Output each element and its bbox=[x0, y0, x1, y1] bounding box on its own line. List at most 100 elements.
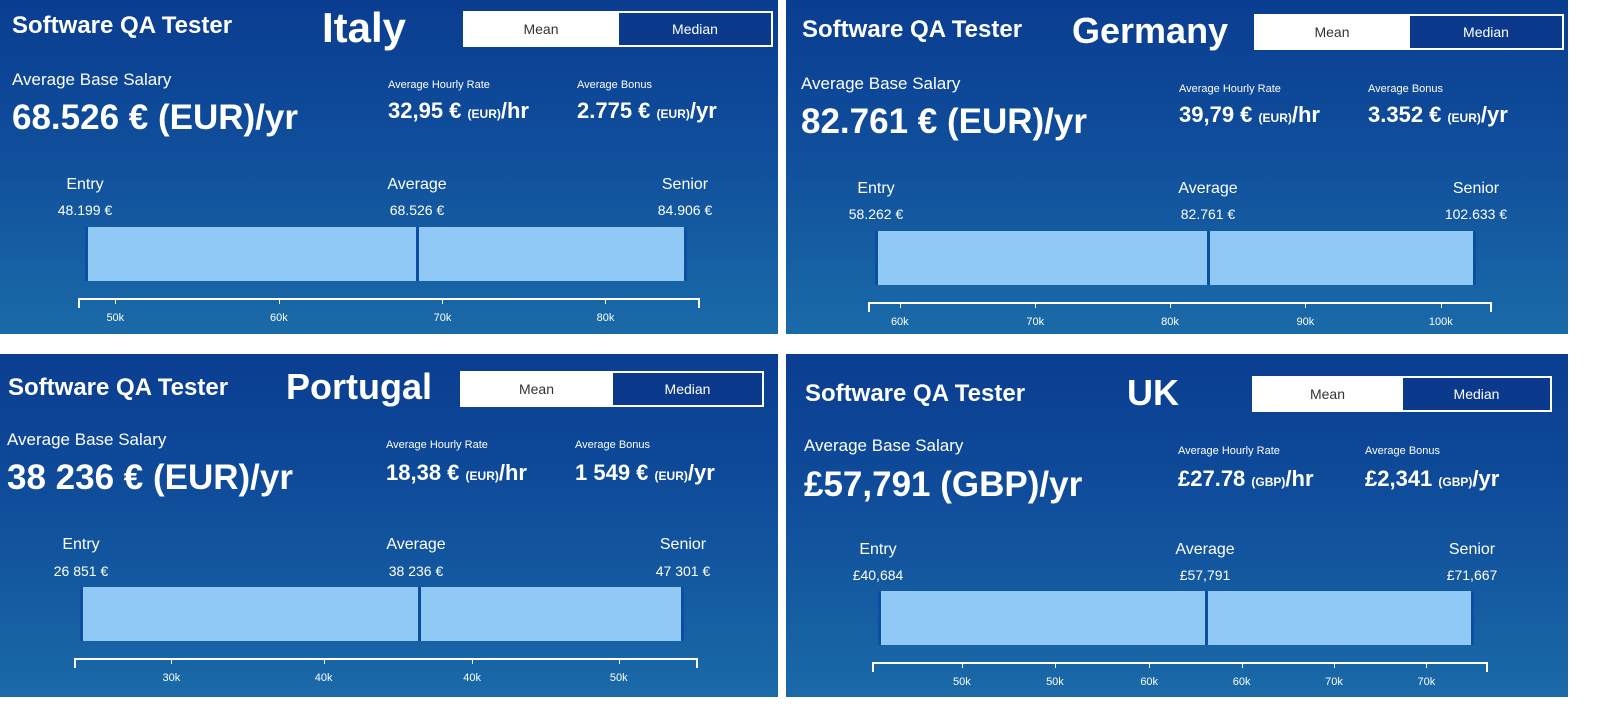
median-button[interactable]: Median bbox=[611, 373, 762, 405]
axis-tick bbox=[171, 658, 173, 664]
senior-value: 102.633 € bbox=[1444, 206, 1508, 222]
axis-tick bbox=[899, 302, 901, 308]
hourly-rate-label: Average Hourly Rate bbox=[388, 79, 490, 91]
mean-median-toggle: Mean Median bbox=[1252, 376, 1552, 412]
base-salary-value: 82.761 € (EUR)/yr bbox=[801, 102, 1087, 141]
axis-tick bbox=[1334, 662, 1335, 668]
axis-end-cap bbox=[696, 658, 698, 668]
bonus-currency: (GBP) bbox=[1438, 475, 1473, 489]
bonus-currency: (EUR) bbox=[1447, 111, 1481, 125]
axis-tick-label: 60k bbox=[270, 312, 288, 324]
axis-tick bbox=[115, 298, 117, 304]
country-name: UK bbox=[1127, 372, 1179, 413]
hourly-rate-suffix: /hr bbox=[1291, 102, 1320, 127]
mean-median-toggle: Mean Median bbox=[460, 371, 764, 407]
entry-label: Entry bbox=[857, 180, 895, 197]
country-name: Portugal bbox=[286, 366, 433, 407]
axis-end-cap bbox=[1490, 302, 1492, 312]
hourly-rate-label: Average Hourly Rate bbox=[1179, 83, 1281, 95]
median-button[interactable]: Median bbox=[1401, 378, 1550, 410]
bonus-suffix: /yr bbox=[689, 98, 717, 123]
hourly-rate-suffix: /hr bbox=[1285, 466, 1314, 491]
axis-tick-label: 50k bbox=[1046, 676, 1064, 688]
axis-tick-label: 80k bbox=[596, 312, 615, 324]
axis-tick-label: 50k bbox=[953, 676, 971, 688]
bonus-label: Average Bonus bbox=[1365, 445, 1441, 457]
average-marker bbox=[417, 587, 421, 641]
entry-label: Entry bbox=[62, 536, 100, 553]
salary-axis: 50k 50k 60k 60k 70k 70k bbox=[872, 662, 1488, 688]
job-title: Software QA Tester bbox=[8, 374, 229, 401]
axis-start-cap bbox=[868, 302, 870, 312]
salary-axis: 30k 40k 40k 50k bbox=[74, 658, 698, 684]
bonus-label: Average Bonus bbox=[1368, 83, 1444, 95]
average-value: 68.526 € bbox=[389, 202, 445, 218]
axis-tick-label: 30k bbox=[162, 672, 181, 684]
axis-start-cap bbox=[74, 658, 76, 668]
base-salary-label: Average Base Salary bbox=[7, 430, 167, 449]
hourly-rate-value: £27.78 (GBP)/hr bbox=[1178, 466, 1314, 492]
hourly-rate-label: Average Hourly Rate bbox=[386, 439, 488, 451]
bonus-amount: 1 549 € bbox=[575, 460, 649, 485]
salary-axis: 60k 70k 80k 90k 100k bbox=[868, 302, 1492, 328]
average-value: 38 236 € bbox=[388, 563, 444, 579]
entry-label: Entry bbox=[66, 176, 104, 193]
mean-median-toggle: Mean Median bbox=[463, 11, 773, 47]
axis-tick-label: 70k bbox=[1325, 676, 1343, 688]
senior-label: Senior bbox=[659, 536, 707, 553]
entry-value: £40,684 bbox=[852, 567, 904, 583]
axis-tick bbox=[961, 662, 963, 668]
hourly-rate-value: 39,79 € (EUR)/hr bbox=[1179, 102, 1320, 128]
job-title: Software QA Tester bbox=[12, 12, 233, 39]
bonus-value: £2,341 (GBP)/yr bbox=[1365, 466, 1499, 492]
country-name: Germany bbox=[1072, 10, 1229, 51]
axis-tick bbox=[323, 658, 325, 664]
median-button[interactable]: Median bbox=[617, 13, 771, 45]
salary-range-bar bbox=[80, 587, 685, 641]
salary-axis: 50k 60k 70k 80k bbox=[78, 298, 700, 324]
hourly-rate-suffix: /hr bbox=[500, 98, 529, 123]
axis-tick-label: 60k bbox=[1232, 676, 1251, 688]
hourly-rate-value: 18,38 € (EUR)/hr bbox=[386, 460, 527, 486]
bonus-amount: 2.775 € bbox=[577, 98, 651, 123]
axis-start-cap bbox=[872, 662, 874, 672]
axis-tick bbox=[1054, 662, 1056, 668]
hourly-rate-amount: 32,95 € bbox=[388, 98, 462, 123]
bonus-currency: (EUR) bbox=[656, 107, 690, 121]
hourly-rate-currency: (EUR) bbox=[1258, 111, 1292, 125]
job-title: Software QA Tester bbox=[802, 16, 1023, 43]
axis-end-cap bbox=[698, 298, 700, 308]
base-salary-value: £57,791 (GBP)/yr bbox=[804, 465, 1083, 504]
hourly-rate-amount: 18,38 € bbox=[386, 460, 460, 485]
average-value: £57,791 bbox=[1179, 567, 1231, 583]
axis-tick-label: 50k bbox=[106, 312, 125, 324]
entry-value: 26 851 € bbox=[53, 563, 109, 579]
average-label: Average bbox=[1178, 180, 1238, 197]
hourly-rate-currency: (EUR) bbox=[467, 107, 501, 121]
axis-tick bbox=[1305, 302, 1307, 308]
salary-panel-italy: Software QA Tester Italy Mean Median Ave… bbox=[0, 0, 778, 334]
mean-button[interactable]: Mean bbox=[465, 13, 617, 45]
axis-tick-label: 60k bbox=[890, 316, 909, 328]
mean-button[interactable]: Mean bbox=[1256, 16, 1408, 48]
hourly-rate-label: Average Hourly Rate bbox=[1178, 445, 1280, 457]
job-title: Software QA Tester bbox=[805, 380, 1026, 407]
average-value: 82.761 € bbox=[1180, 206, 1236, 222]
senior-label: Senior bbox=[1452, 180, 1500, 197]
axis-tick-label: 60k bbox=[1140, 676, 1159, 688]
mean-button[interactable]: Mean bbox=[1254, 378, 1401, 410]
hourly-rate-amount: £27.78 bbox=[1178, 466, 1246, 491]
average-marker bbox=[415, 227, 419, 281]
base-salary-label: Average Base Salary bbox=[12, 70, 172, 89]
median-button[interactable]: Median bbox=[1408, 16, 1562, 48]
hourly-rate-currency: (GBP) bbox=[1251, 475, 1286, 489]
mean-button[interactable]: Mean bbox=[462, 373, 611, 405]
country-name: Italy bbox=[322, 4, 407, 51]
hourly-rate-currency: (EUR) bbox=[465, 469, 499, 483]
entry-label: Entry bbox=[859, 541, 897, 558]
axis-tick-label: 50k bbox=[609, 672, 628, 684]
axis-tick bbox=[1035, 302, 1037, 308]
mean-median-toggle: Mean Median bbox=[1254, 14, 1564, 50]
entry-value: 48.199 € bbox=[57, 202, 113, 218]
bonus-amount: 3.352 € bbox=[1368, 102, 1442, 127]
